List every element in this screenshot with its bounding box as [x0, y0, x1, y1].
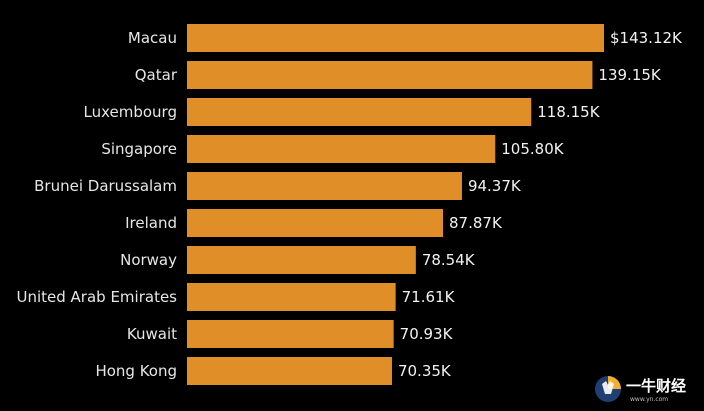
watermark-chinese-text: 一牛财经 [626, 377, 686, 395]
value-label: $143.12K [610, 29, 683, 47]
category-label: Brunei Darussalam [34, 177, 177, 195]
category-label: Kuwait [127, 325, 177, 343]
value-label: 70.35K [398, 362, 452, 380]
value-label: 118.15K [537, 103, 600, 121]
category-label: United Arab Emirates [16, 288, 177, 306]
bars [187, 24, 604, 385]
value-label: 70.93K [400, 325, 454, 343]
category-label: Luxembourg [84, 103, 178, 121]
value-label: 105.80K [501, 140, 564, 158]
category-label: Norway [120, 251, 177, 269]
watermark-logo: 一牛财经 www.yn.com [595, 376, 686, 403]
category-label: Ireland [125, 214, 177, 232]
category-labels: Macau Qatar Luxembourg Singapore Brunei Daru… [16, 29, 177, 380]
bar [187, 24, 604, 52]
bar [187, 283, 396, 311]
bar [187, 172, 462, 200]
bar [187, 98, 532, 126]
category-label: Hong Kong [95, 362, 177, 380]
watermark-url-text: www.yn.com [630, 396, 668, 403]
value-label: 71.61K [402, 288, 456, 306]
value-label: 94.37K [468, 177, 522, 195]
value-label: 78.54K [422, 251, 476, 269]
category-label: Singapore [101, 140, 177, 158]
value-label: 139.15K [598, 66, 661, 84]
bar [187, 61, 593, 89]
bar [187, 135, 496, 163]
bar [187, 246, 416, 274]
value-label: 87.87K [449, 214, 503, 232]
bar [187, 357, 392, 385]
category-label: Macau [128, 29, 177, 47]
bar [187, 320, 394, 348]
category-label: Qatar [135, 66, 178, 84]
value-labels: $143.12K 139.15K 118.15K 105.80K 94.37K 87.87… [398, 29, 683, 380]
bar [187, 209, 444, 237]
bull-logo-icon [595, 376, 621, 402]
